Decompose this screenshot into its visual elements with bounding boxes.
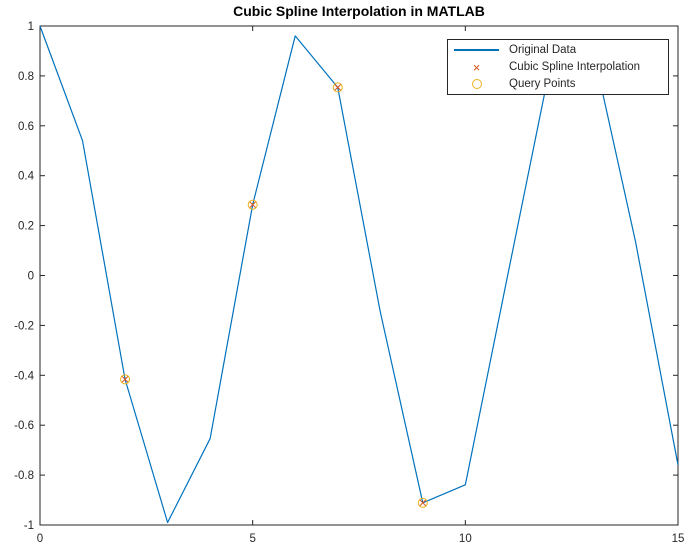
legend-label-cubic-spline: Cubic Spline Interpolation — [509, 61, 641, 73]
legend-item-original-data: Original Data — [448, 42, 668, 59]
svg-text:0.4: 0.4 — [18, 171, 35, 183]
line-sample-icon — [454, 49, 499, 52]
x-marker-icon: × — [472, 59, 481, 75]
svg-text:10: 10 — [459, 533, 472, 545]
legend-item-cubic-spline: × Cubic Spline Interpolation — [448, 59, 668, 76]
legend: Original Data × Cubic Spline Interpolati… — [447, 39, 669, 95]
tick-labels-group: 0 5 10 15 -1 -0.8 -0.6 -0.4 -0.2 0 0.2 0.4 0.6 0.8 1 — [14, 21, 684, 545]
legend-item-query-points: Query Points — [448, 75, 668, 92]
tick-marks-group — [39, 25, 679, 526]
spline-x-markers — [121, 83, 427, 507]
circle-marker-icon — [454, 78, 499, 89]
svg-text:0.8: 0.8 — [18, 71, 34, 83]
svg-text:0.2: 0.2 — [18, 221, 34, 233]
svg-text:0: 0 — [28, 271, 34, 283]
svg-text:-0.4: -0.4 — [14, 370, 34, 382]
svg-text:15: 15 — [672, 533, 685, 545]
svg-text:-0.2: -0.2 — [14, 320, 34, 332]
original-data-line — [39, 25, 679, 524]
svg-text:0: 0 — [37, 533, 43, 545]
query-point-markers — [120, 82, 428, 508]
svg-text:0.6: 0.6 — [18, 121, 34, 133]
legend-label-original-data: Original Data — [509, 44, 577, 57]
chart-title: Cubic Spline Interpolation in MATLAB — [233, 3, 485, 19]
svg-text:-0.8: -0.8 — [14, 470, 34, 482]
svg-text:-1: -1 — [24, 520, 34, 532]
svg-text:5: 5 — [249, 533, 255, 545]
legend-label-query-points: Query Points — [509, 77, 576, 90]
svg-text:-0.6: -0.6 — [14, 420, 34, 432]
axes-box-group — [39, 25, 679, 526]
svg-text:1: 1 — [28, 21, 34, 33]
